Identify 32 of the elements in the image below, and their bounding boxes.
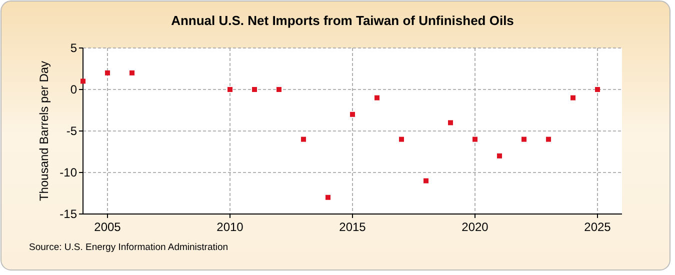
source-note: Source: U.S. Energy Information Administration — [29, 242, 228, 253]
point — [448, 120, 453, 126]
x-tick-label: 2005 — [94, 220, 122, 234]
y-axis-title: Thousand Barrels per Day — [37, 60, 51, 202]
point — [399, 136, 404, 142]
point — [570, 95, 576, 100]
point — [228, 87, 232, 92]
point — [301, 136, 306, 142]
x-tick-label: 2020 — [462, 220, 489, 234]
y-tick-label: 0 — [70, 82, 78, 97]
y-tick-label: -5 — [66, 124, 78, 138]
y-tick-label: -15 — [60, 207, 78, 222]
x-tick-label: 2015 — [339, 220, 366, 234]
point — [424, 178, 428, 184]
x-tick-label: 2010 — [216, 220, 244, 234]
point — [350, 112, 355, 117]
x-tick-label: 2025 — [584, 220, 612, 234]
point — [326, 194, 330, 200]
point — [595, 87, 600, 92]
point — [546, 136, 551, 142]
point — [374, 95, 380, 100]
point — [522, 136, 526, 142]
y-tick-label: -10 — [60, 166, 78, 180]
y-tick-label: 5 — [70, 41, 78, 56]
chart-title: Annual U.S. Net Imports from Taiwan of Unfinished Oils — [171, 13, 514, 28]
point — [497, 153, 502, 158]
point — [130, 70, 134, 76]
point — [105, 70, 110, 76]
point — [472, 136, 478, 142]
point — [276, 87, 282, 92]
point — [252, 87, 257, 92]
point — [80, 78, 86, 84]
